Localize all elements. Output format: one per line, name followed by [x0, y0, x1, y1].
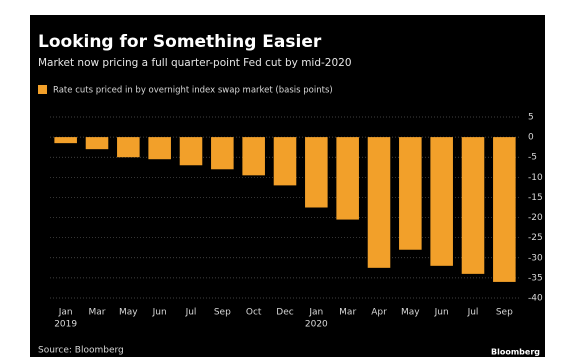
bar: [179, 137, 203, 166]
x-tick-label: Mar: [89, 308, 106, 318]
bar: [148, 137, 171, 160]
y-tick-label: 0: [528, 133, 534, 143]
x-tick-label: May: [119, 308, 138, 318]
x-tick-label: Apr: [371, 308, 387, 318]
x-tick-label: Sep: [496, 308, 513, 318]
y-tick-label: -30: [528, 253, 543, 263]
x-year-label: 2019: [54, 320, 77, 330]
source: Source: Bloomberg: [38, 346, 124, 356]
bar: [367, 137, 391, 268]
bar: [273, 137, 297, 186]
bar: [85, 137, 109, 150]
y-tick-label: -40: [528, 294, 543, 304]
bar: [305, 137, 328, 208]
bar: [242, 137, 265, 176]
y-tick-label: -35: [528, 273, 543, 283]
chart-title: Looking for Something Easier: [38, 32, 322, 52]
legend-label: Rate cuts priced in by overnight index s…: [53, 86, 333, 96]
bar: [211, 137, 234, 170]
y-tick-label: -15: [528, 193, 543, 203]
bar: [493, 137, 516, 282]
y-tick-label: -5: [528, 153, 537, 163]
y-tick-label: -20: [528, 213, 543, 223]
bar: [461, 137, 485, 274]
bar: [336, 137, 359, 220]
x-year-label: 2020: [305, 320, 328, 330]
x-tick-label: Jul: [185, 308, 197, 318]
x-tick-label: Jun: [434, 308, 449, 318]
x-tick-label: May: [401, 308, 420, 318]
chart-background: [30, 15, 545, 357]
x-tick-label: Jun: [152, 308, 167, 318]
x-tick-label: Jan: [58, 308, 73, 318]
y-tick-label: 5: [528, 113, 534, 123]
legend-swatch: [38, 85, 47, 94]
x-tick-label: Oct: [246, 308, 262, 318]
bar: [54, 137, 77, 144]
x-tick-label: Sep: [214, 308, 231, 318]
x-tick-label: Dec: [276, 308, 293, 318]
bar: [117, 137, 140, 158]
brand: Bloomberg: [491, 348, 540, 357]
y-tick-label: -25: [528, 233, 543, 243]
chart-subtitle: Market now pricing a full quarter-point …: [38, 57, 352, 69]
x-tick-label: Jan: [308, 308, 323, 318]
x-tick-label: Mar: [339, 308, 356, 318]
x-tick-label: Jul: [467, 308, 479, 318]
bar: [430, 137, 453, 266]
y-tick-label: -10: [528, 173, 543, 183]
bar: [399, 137, 422, 250]
